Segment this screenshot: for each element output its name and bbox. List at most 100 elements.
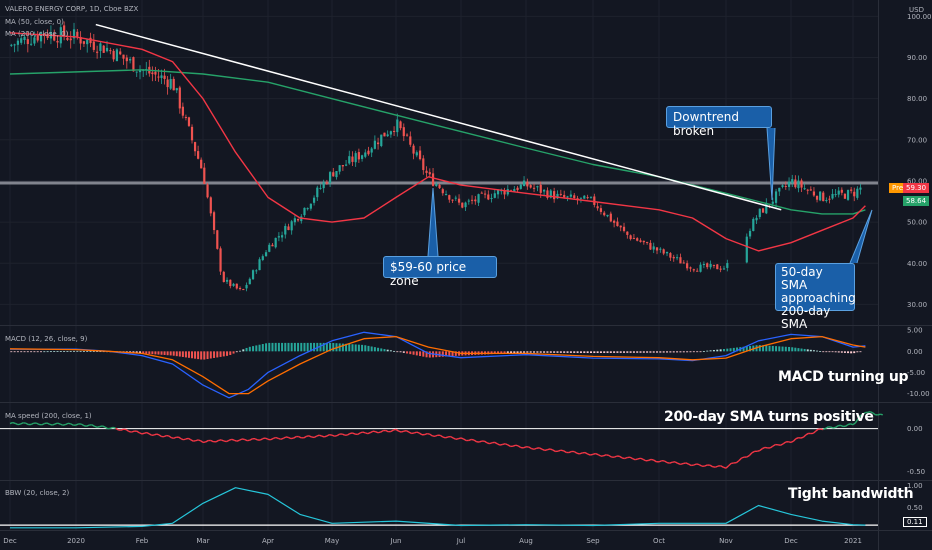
macd-histogram-bar — [569, 351, 572, 353]
candle-body — [367, 150, 370, 155]
macd-histogram-bar — [132, 351, 135, 353]
legend-ma200[interactable]: MA (200, close, 0) — [5, 30, 69, 38]
candle-body — [467, 200, 470, 202]
candle-body — [719, 268, 722, 270]
ma-speed-segment — [452, 437, 457, 440]
time-axis: Dec 2020 Feb Mar Apr May Jun Jul Aug Sep Oct Nov Dec… — [3, 537, 862, 545]
macd-histogram-bar — [639, 351, 642, 353]
ma-speed-segment — [648, 458, 652, 462]
ma-speed-segment — [313, 435, 317, 439]
macd-histogram-bar — [451, 351, 454, 357]
ma-speed-segment — [830, 426, 834, 429]
ma-speed-segment — [163, 434, 167, 438]
ma-speed-segment — [759, 448, 763, 452]
ma-speed-segment — [96, 425, 100, 428]
macd-histogram-bar — [497, 351, 500, 354]
macd-histogram-bar — [399, 351, 402, 353]
ma-speed-segment — [86, 424, 90, 427]
macd-histogram-bar — [329, 342, 332, 352]
candle-body — [761, 208, 765, 213]
candle-body — [566, 196, 569, 198]
ma-speed-segment — [852, 422, 856, 426]
macd-histogram-bar — [454, 351, 457, 356]
ma-speed-segment — [153, 433, 157, 436]
macd-histogram-bar — [573, 351, 576, 353]
candle-body — [296, 218, 300, 221]
macd-histogram-bar — [428, 351, 431, 358]
macd-tick-label: 5.00 — [907, 327, 923, 335]
time-tick-label: Nov — [719, 537, 733, 545]
candle-body — [169, 79, 172, 89]
ma-speed-segment — [533, 447, 537, 450]
ma-speed-segment — [416, 431, 420, 434]
macd-histogram-bar — [662, 351, 665, 353]
macd-histogram-bar — [619, 351, 622, 353]
callout-pointer-sma — [849, 209, 873, 264]
time-tick-label: Dec — [3, 537, 17, 545]
ma-speed-segment — [445, 436, 449, 439]
ma-speed-segment — [544, 449, 548, 452]
macd-histogram-bar — [380, 348, 383, 352]
candle-body — [529, 185, 532, 188]
macd-histogram-bar — [800, 348, 803, 352]
candle-body — [412, 145, 415, 154]
ma-speed-tick-label: -0.50 — [907, 468, 925, 476]
macd-histogram-bar — [613, 351, 616, 353]
candle-body — [206, 184, 209, 198]
ma-speed-segment — [762, 446, 766, 450]
ma-speed-segment — [228, 438, 232, 441]
legend-ma-speed[interactable]: MA speed (200, close, 1) — [5, 412, 92, 420]
macd-histogram-bar — [788, 346, 791, 352]
ma-speed-segment — [46, 422, 50, 425]
macd-histogram-bar — [409, 351, 412, 355]
ma-speed-segment — [367, 431, 371, 435]
ma-speed-segment — [642, 458, 647, 462]
macd-histogram-bar — [623, 351, 626, 353]
candle-body — [138, 69, 142, 73]
macd-histogram-bar — [672, 351, 675, 353]
ma-speed-segment — [547, 448, 551, 451]
ma-speed-segment — [769, 445, 774, 449]
macd-histogram-bar — [819, 351, 822, 352]
macd-histogram-bar — [157, 351, 160, 355]
macd-histogram-bar — [33, 351, 36, 353]
macd-histogram-bar — [490, 351, 493, 355]
ma-speed-segment — [400, 430, 405, 433]
callout-pointer-price-zone — [427, 187, 439, 257]
ma-speed-segment — [693, 463, 697, 466]
candle-body — [338, 165, 341, 172]
ma-speed-segment — [200, 440, 204, 443]
candle-body — [840, 189, 843, 193]
legend-ma50[interactable]: MA (50, close, 0) — [5, 18, 64, 26]
candle-body — [800, 180, 803, 188]
ma-speed-segment — [205, 439, 209, 443]
ma-speed-segment — [244, 438, 248, 442]
macd-histogram-bar — [172, 351, 175, 356]
candle-body — [665, 251, 669, 254]
candle-body — [277, 236, 280, 238]
candle-body — [859, 187, 862, 190]
candle-body — [765, 202, 768, 214]
ma-speed-segment — [359, 431, 363, 434]
legend-bbw[interactable]: BBW (20, close, 2) — [5, 489, 70, 497]
chart-symbol-title[interactable]: VALERO ENERGY CORP, 1D, Cboe BZX — [5, 5, 139, 13]
ma-speed-segment — [429, 433, 433, 437]
legend-macd[interactable]: MACD (12, 26, close, 9) — [5, 335, 88, 343]
candle-body — [853, 191, 856, 197]
ma-speed-segment — [316, 434, 320, 437]
ma-speed-segment — [406, 430, 410, 433]
macd-histogram-bar — [239, 350, 242, 352]
candle-body — [245, 284, 248, 289]
candle-body — [636, 238, 639, 241]
candle-body — [425, 170, 428, 173]
candle-body — [448, 195, 451, 200]
ma-speed-segment — [573, 450, 578, 454]
macd-histogram-bar — [222, 351, 225, 357]
ma-speed-segment — [188, 437, 192, 441]
candle-body — [322, 182, 325, 189]
macd-histogram-bar — [513, 351, 516, 354]
macd-histogram-bar — [533, 351, 536, 353]
macd-histogram-bar — [255, 345, 258, 352]
ma-speed-segment — [362, 431, 366, 434]
ma-speed-segment — [835, 425, 839, 428]
